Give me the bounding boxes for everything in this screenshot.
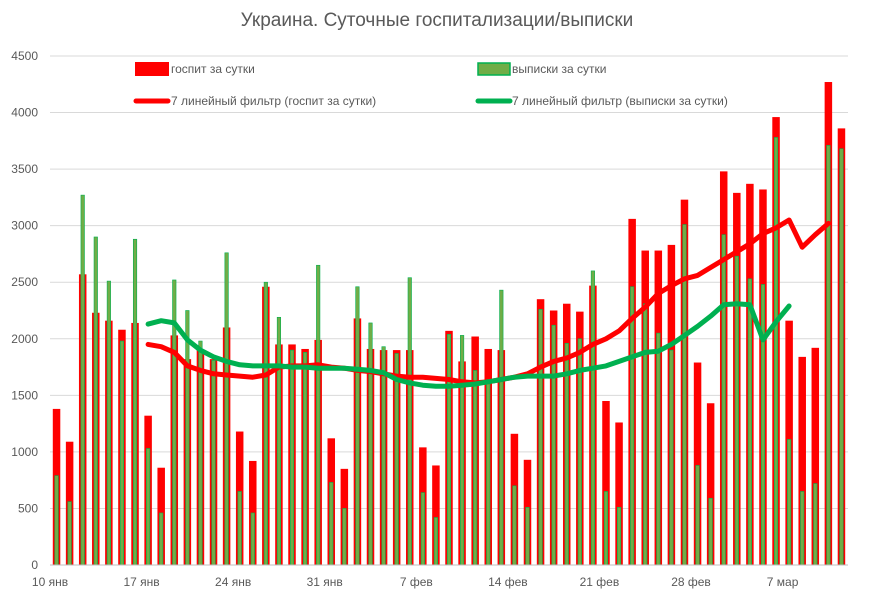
bar-discharge — [224, 252, 229, 566]
y-tick-label: 1000 — [11, 445, 38, 459]
bar-discharge — [198, 340, 203, 566]
bar-discharge — [407, 277, 412, 566]
line-discharge-7day — [145, 301, 792, 389]
x-tick-label: 31 янв — [307, 575, 343, 589]
x-tick-label: 14 фев — [488, 575, 528, 589]
bar-discharge — [263, 281, 268, 566]
legend: госпит за сутки выписки за сутки 7 линейны… — [133, 62, 728, 108]
y-tick-label: 1500 — [11, 388, 38, 402]
bar-hosp — [615, 422, 623, 565]
y-axis-ticks: 0 500 1000 1500 2000 2500 3000 3500 4000 4500 — [11, 49, 38, 572]
bar-discharge — [839, 148, 844, 566]
smoothed-lines — [145, 217, 831, 389]
bar-discharge — [250, 512, 255, 566]
bar-discharge — [276, 316, 281, 566]
bar-discharge — [368, 322, 373, 566]
y-tick-label: 3000 — [11, 219, 38, 233]
bar-discharge — [773, 137, 779, 566]
bar-discharge — [342, 508, 347, 566]
bar-discharge — [303, 352, 308, 566]
bar-discharge — [185, 310, 190, 566]
bar-discharge — [460, 335, 465, 566]
bar-discharge — [420, 492, 425, 566]
y-tick-label: 2000 — [11, 332, 38, 346]
legend-label-discharge: выписки за сутки — [512, 62, 606, 76]
bar-hosp — [693, 362, 702, 565]
bar-discharge — [316, 264, 321, 566]
x-tick-label: 17 янв — [123, 575, 159, 589]
bar-discharge — [525, 507, 530, 566]
bar-discharge — [800, 491, 805, 566]
x-axis-ticks: 10 янв 17 янв 24 янв 31 янв 7 фев 14 фев 21 фе… — [32, 575, 799, 589]
legend-label-hosp: госпит за сутки — [171, 62, 255, 76]
bar-discharge — [813, 483, 818, 566]
x-tick-label: 10 янв — [32, 575, 68, 589]
bar-discharge — [499, 289, 504, 566]
bar-discharge — [146, 448, 151, 566]
bar-discharge — [67, 501, 72, 566]
bar-discharge — [132, 238, 138, 566]
y-tick-label: 500 — [18, 501, 38, 515]
y-tick-label: 3500 — [11, 162, 38, 176]
bar-discharge — [564, 343, 569, 566]
legend-swatch-discharge — [477, 62, 511, 76]
x-tick-label: 24 янв — [215, 575, 251, 589]
bar-discharge — [473, 370, 478, 566]
bar-discharge — [394, 353, 399, 566]
bar-discharge — [106, 280, 111, 566]
bar-discharge — [695, 465, 700, 566]
legend-label-hosp-line: 7 линейный фильтр (госпит за сутки) — [171, 94, 376, 108]
bar-discharge — [80, 194, 85, 566]
y-tick-label: 0 — [31, 558, 38, 572]
bar-hosp — [811, 347, 820, 565]
y-tick-label: 4000 — [11, 106, 38, 120]
bar-discharge — [486, 379, 491, 566]
legend-label-discharge-line: 7 линейный фильтр (выписки за сутки) — [512, 94, 728, 108]
bar-discharge — [289, 349, 295, 566]
bar-discharge — [682, 224, 687, 566]
bar-discharge — [211, 359, 216, 566]
bars — [52, 82, 846, 566]
bar-discharge — [747, 278, 752, 566]
bar-discharge — [760, 284, 766, 566]
y-tick-label: 2500 — [11, 275, 38, 289]
bar-discharge — [617, 507, 622, 566]
x-tick-label: 7 мар — [767, 575, 799, 589]
bar-discharge — [159, 512, 164, 566]
bar-hosp — [798, 356, 806, 565]
bar-discharge — [237, 491, 242, 566]
bar-hosp — [432, 465, 440, 565]
bar-discharge — [603, 491, 609, 566]
bar-discharge — [54, 475, 59, 566]
bar-discharge — [433, 517, 438, 566]
bar-discharge — [446, 333, 452, 566]
bar-hosp — [602, 400, 610, 565]
bar-discharge — [669, 349, 674, 566]
bar-discharge — [355, 286, 360, 566]
bar-discharge — [708, 497, 713, 566]
bar-discharge — [381, 346, 386, 566]
bar-discharge — [590, 270, 595, 566]
y-tick-label: 4500 — [11, 49, 38, 63]
bar-discharge — [329, 482, 334, 566]
x-tick-label: 21 фев — [580, 575, 620, 589]
bar-hosp — [706, 403, 715, 565]
legend-swatch-hosp — [135, 62, 169, 76]
bar-discharge — [643, 303, 648, 566]
bar-discharge — [787, 439, 792, 566]
bar-discharge — [512, 485, 517, 566]
bar-discharge — [630, 286, 635, 566]
x-tick-label: 7 фев — [400, 575, 433, 589]
bar-discharge — [721, 234, 726, 566]
bar-discharge — [656, 332, 661, 566]
bar-discharge — [119, 340, 125, 566]
x-tick-label: 28 фев — [671, 575, 711, 589]
chart-title: Украина. Суточные госпитализации/выписки — [240, 10, 634, 31]
bar-discharge — [826, 145, 831, 566]
bar-discharge — [93, 236, 98, 566]
bar-discharge — [538, 309, 543, 566]
